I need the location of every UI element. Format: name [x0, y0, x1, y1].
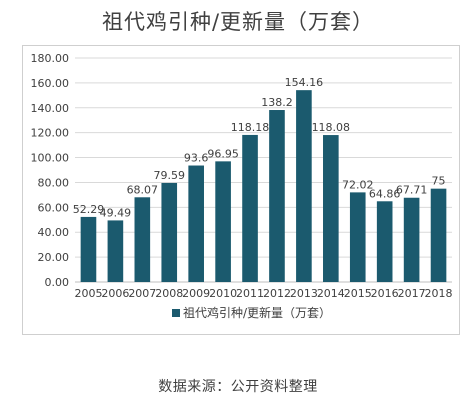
data-source-note: 数据来源：公开资料整理 [158, 379, 318, 395]
y-tick-label: 80.00 [38, 176, 70, 189]
y-tick-label: 140.00 [31, 102, 70, 115]
bar [349, 192, 366, 282]
data-label: 67.71 [396, 184, 428, 197]
data-label: 118.18 [231, 121, 270, 134]
data-label: 75 [432, 175, 446, 188]
data-label: 64.86 [369, 187, 401, 200]
data-label: 138.2 [261, 96, 293, 109]
legend-swatch [172, 309, 180, 317]
bar [403, 197, 420, 282]
x-tick-label: 2018 [425, 287, 453, 300]
y-tick-label: 120.00 [31, 127, 70, 140]
y-tick-label: 20.00 [38, 251, 70, 264]
data-label: 93.6 [184, 152, 209, 165]
y-tick-label: 160.00 [31, 77, 70, 90]
bar [80, 216, 97, 282]
x-tick-label: 2005 [74, 287, 102, 300]
x-tick-label: 2017 [398, 287, 426, 300]
bar [323, 135, 339, 282]
x-tick-label: 2006 [101, 287, 129, 300]
y-tick-label: 180.00 [31, 52, 70, 65]
bar [269, 110, 285, 282]
data-label: 96.95 [207, 147, 239, 160]
data-label: 118.08 [312, 121, 351, 134]
data-label: 68.07 [127, 183, 159, 196]
bar [430, 188, 447, 282]
x-tick-label: 2008 [155, 287, 183, 300]
data-label: 79.59 [154, 169, 186, 182]
x-tick-label: 2015 [344, 287, 372, 300]
x-tick-label: 2009 [182, 287, 210, 300]
bar [188, 165, 204, 282]
data-label: 49.49 [100, 206, 132, 219]
bar [107, 220, 124, 282]
bar [161, 182, 178, 282]
x-tick-label: 2010 [209, 287, 237, 300]
chart-title: 祖代鸡引种/更新量（万套） [101, 10, 375, 34]
y-tick-label: 0.00 [45, 276, 70, 289]
data-label: 154.16 [285, 76, 324, 89]
y-tick-label: 40.00 [38, 226, 70, 239]
bar [242, 134, 258, 282]
y-tick-label: 60.00 [38, 201, 70, 214]
x-tick-label: 2007 [128, 287, 156, 300]
bar [296, 90, 312, 283]
data-label: 52.29 [73, 203, 105, 216]
x-tick-label: 2013 [290, 287, 318, 300]
legend-label: 祖代鸡引种/更新量（万套） [183, 305, 331, 320]
bar [134, 197, 151, 282]
chart-frame [22, 45, 460, 335]
x-tick-label: 2012 [263, 287, 291, 300]
x-tick-label: 2011 [236, 287, 264, 300]
x-tick-label: 2016 [371, 287, 399, 300]
x-tick-label: 2014 [317, 287, 345, 300]
data-label: 72.02 [342, 178, 374, 191]
y-tick-label: 100.00 [31, 152, 70, 165]
bar [215, 161, 231, 282]
bar [376, 201, 393, 282]
